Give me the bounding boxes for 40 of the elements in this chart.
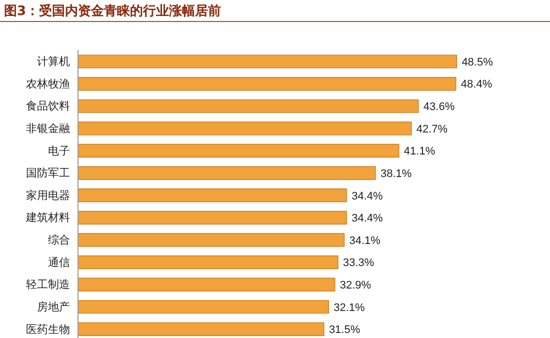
data-label: 31.5% <box>328 324 360 336</box>
y-tick-label: 轻工制造 <box>26 278 70 292</box>
y-tick-label: 家用电器 <box>26 188 70 202</box>
bar <box>78 99 419 113</box>
data-label: 38.1% <box>380 168 412 180</box>
y-tick-label: 建筑材料 <box>25 211 70 224</box>
y-tick-label: 房地产 <box>37 300 70 314</box>
y-tick-label: 通信 <box>48 256 70 269</box>
bar <box>78 278 336 292</box>
data-label: 42.7% <box>416 123 448 136</box>
bar <box>78 300 329 314</box>
data-label: 48.4% <box>460 78 492 91</box>
data-label: 48.5% <box>462 56 494 68</box>
y-tick-label: 综合 <box>48 234 70 247</box>
bar <box>78 322 324 336</box>
bar <box>78 210 347 224</box>
y-tick-label: 非银金融 <box>26 122 70 135</box>
data-label: 32.1% <box>334 302 366 314</box>
y-tick-label: 农林牧渔 <box>26 77 70 90</box>
y-tick-label: 计算机 <box>37 55 70 68</box>
bar <box>78 54 457 68</box>
bar <box>78 144 400 158</box>
y-tick-label: 电子 <box>48 144 70 158</box>
data-label: 32.9% <box>340 279 372 292</box>
data-label: 41.1% <box>404 146 436 158</box>
y-tick-label: 食品饮料 <box>26 100 70 113</box>
data-label: 34.4% <box>352 190 384 202</box>
bar <box>78 166 376 180</box>
data-label: 34.1% <box>349 234 381 247</box>
bar <box>78 77 456 91</box>
bar <box>78 255 338 270</box>
data-label: 34.4% <box>352 212 384 225</box>
y-tick-label: 医药生物 <box>26 322 70 336</box>
data-label: 43.6% <box>423 101 455 114</box>
bar <box>78 188 347 202</box>
data-label: 33.3% <box>343 257 374 270</box>
bar <box>78 122 412 136</box>
bar <box>78 233 345 247</box>
y-tick-label: 国防军工 <box>26 166 70 180</box>
chart-title: 图3：受国内资金青睐的行业涨幅居前 <box>4 2 222 20</box>
